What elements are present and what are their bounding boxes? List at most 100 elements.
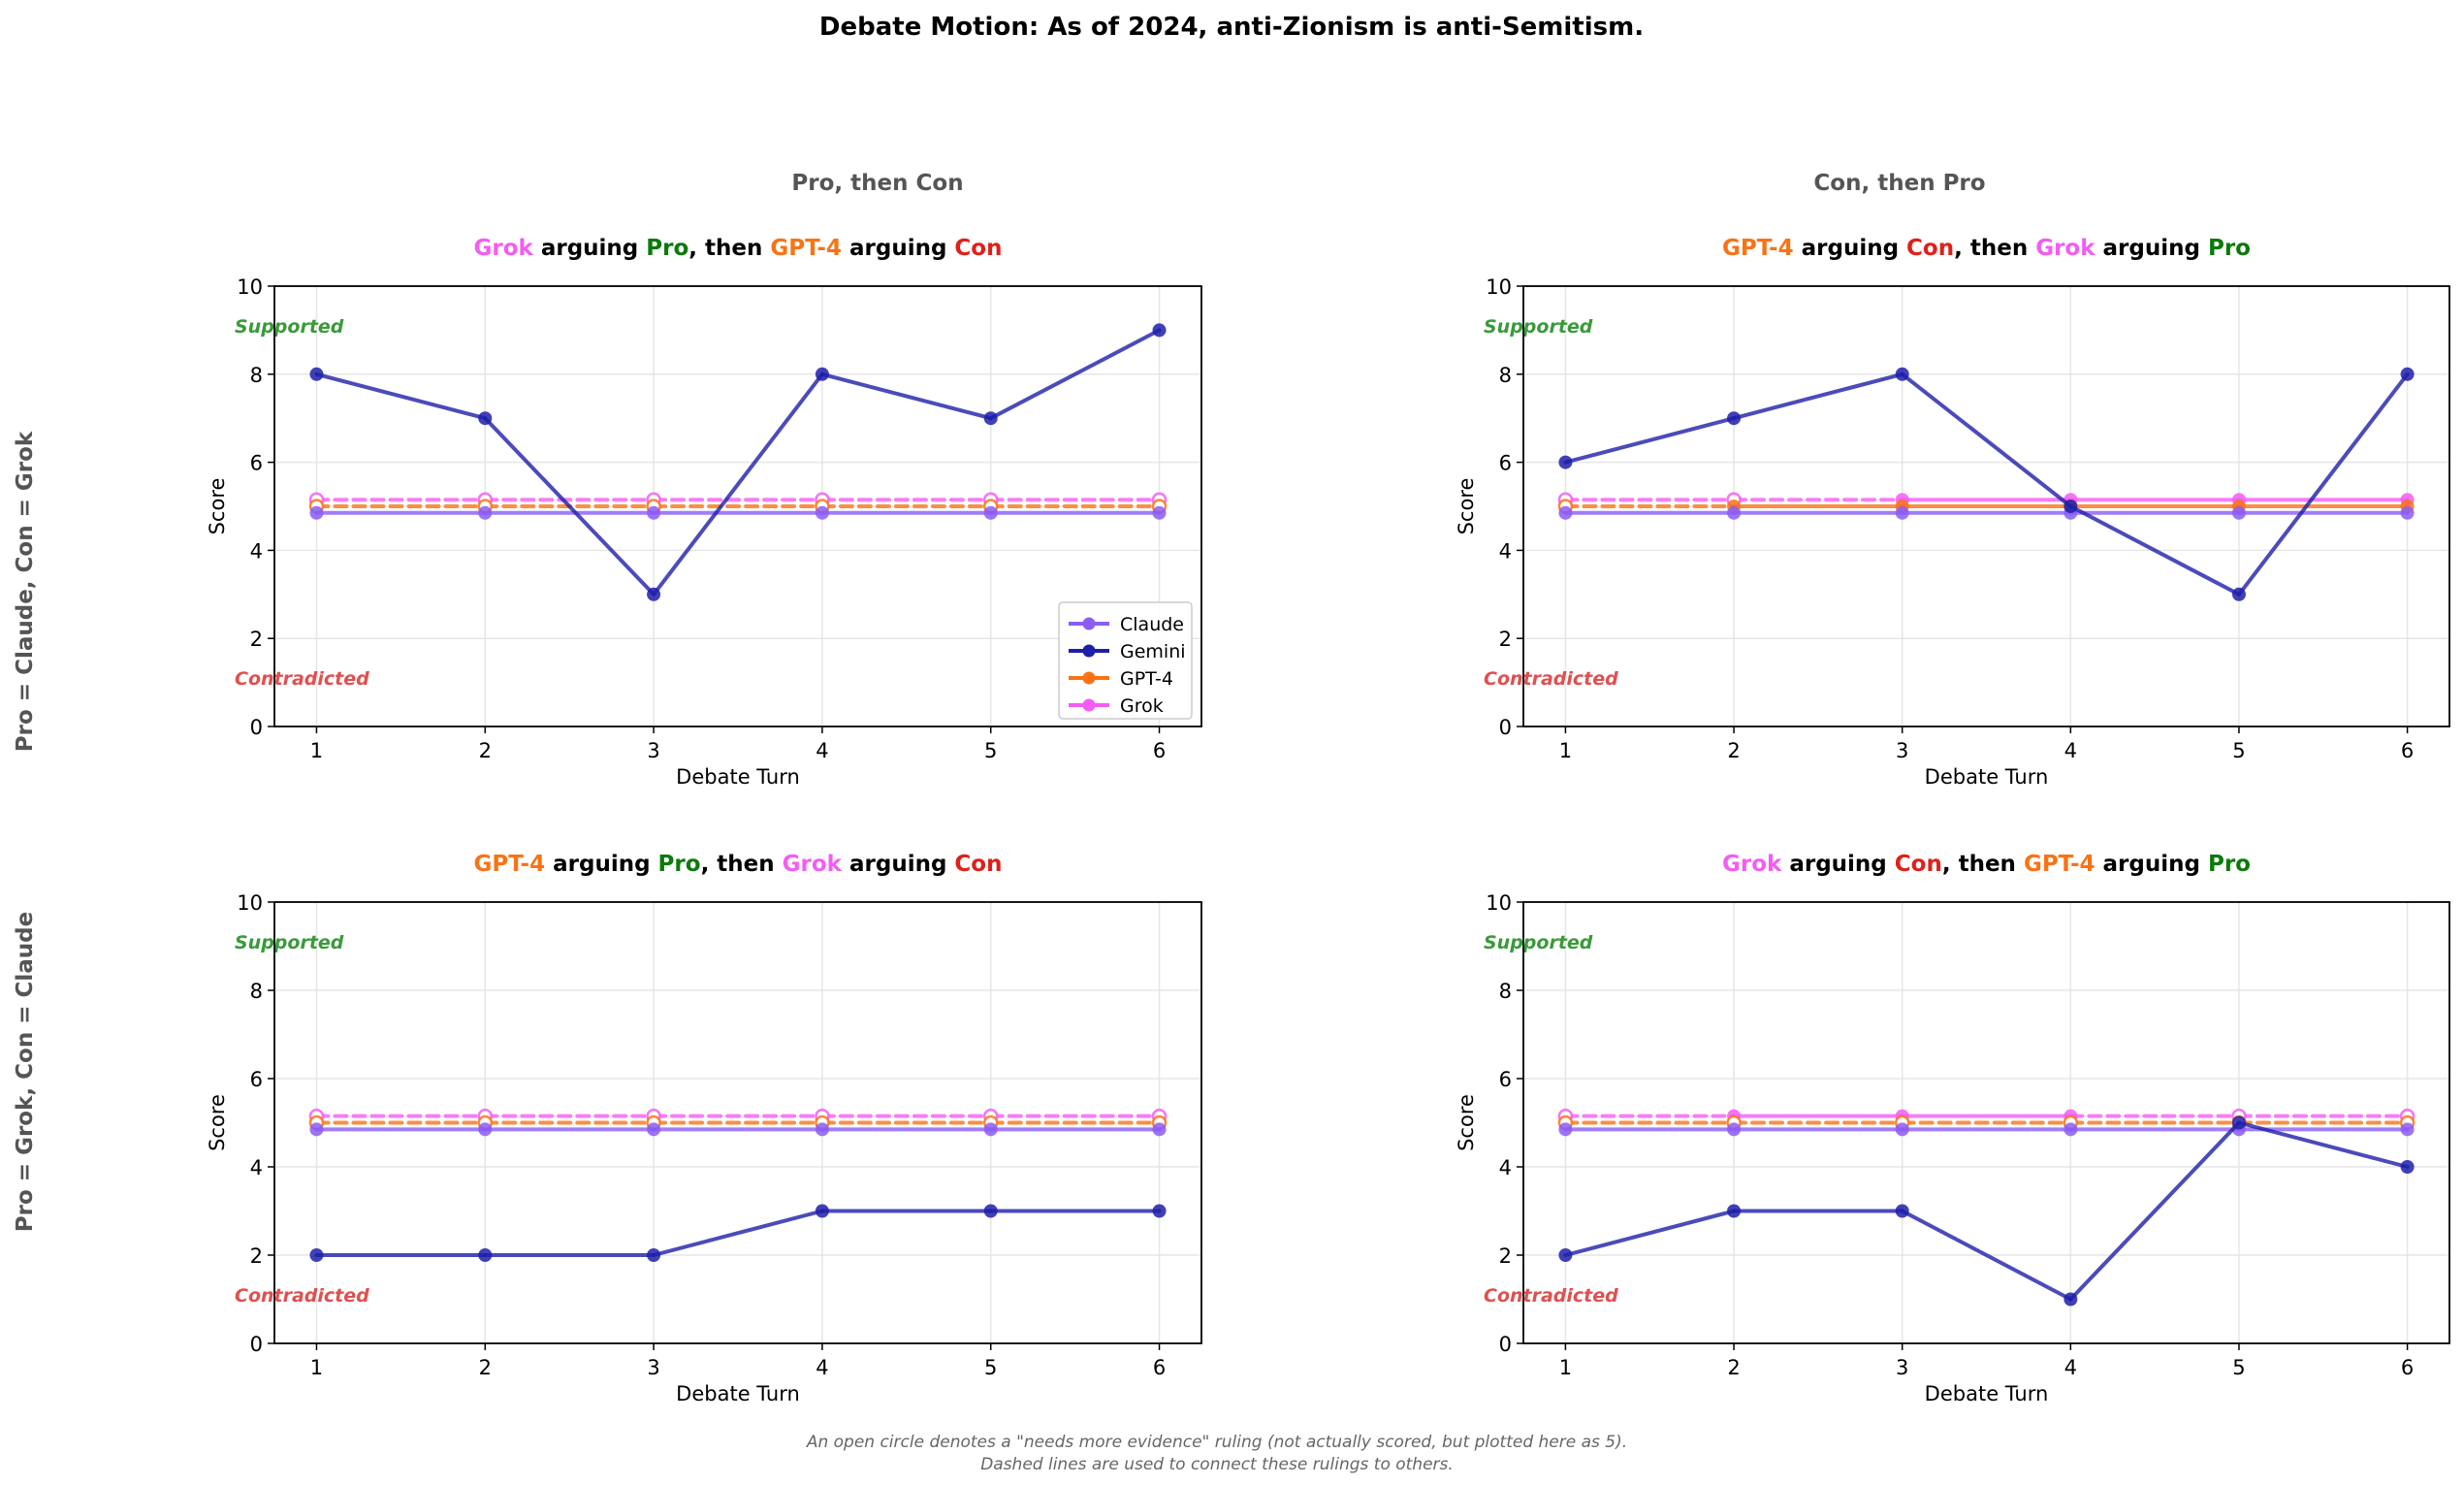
data-point [1727,505,1742,520]
column-header-left: Pro, then Con [791,171,963,196]
data-point [2064,1292,2078,1307]
subtitle-segment: Grok [1722,852,1782,877]
data-point [983,505,998,520]
subtitle-segment: Con [954,852,1002,877]
y-tick-label: 8 [1499,364,1512,387]
x-tick-label: 4 [816,739,828,762]
panel-subtitle: Grok arguing Pro, then GPT-4 arguing Con [474,236,1003,261]
axes-frame [273,285,1202,727]
contradicted-annotation: Contradicted [235,1285,369,1307]
supported-annotation: Supported [1484,316,1593,338]
data-point [1727,1122,1742,1137]
data-point [2400,367,2415,381]
subtitle-segment: , then [1954,236,2035,261]
data-point [2400,1160,2415,1174]
y-axis-label: Score [1455,478,1478,535]
subtitle-segment: arguing [2096,852,2208,877]
data-point [815,505,829,520]
data-point [647,587,661,601]
subtitle-segment: GPT-4 [770,236,842,261]
data-point [647,1122,661,1137]
data-point [2231,587,2246,601]
subtitle-segment: Pro [658,852,701,877]
data-point [815,367,829,381]
chart-panel-2: GPT-4 arguing Con, then Grok arguing Pro… [1455,236,2450,789]
subtitle-segment: arguing [1781,852,1894,877]
subtitle-segment: arguing [533,236,646,261]
subtitle-segment: Pro [2208,852,2251,877]
data-point [1558,505,1573,520]
data-point [478,411,493,426]
x-tick-label: 2 [1727,1356,1740,1379]
series-segment [2068,504,2241,597]
y-axis-label: Score [206,1094,229,1151]
y-tick-label: 10 [237,891,263,915]
y-tick-label: 0 [250,1333,263,1356]
x-tick-label: 3 [1896,1356,1908,1379]
y-tick-label: 10 [237,275,263,299]
y-tick-label: 2 [250,628,263,651]
chart-panel-3: GPT-4 arguing Pro, then Grok arguing Con… [206,852,1202,1405]
data-point [815,1122,829,1137]
series-gpt-4 [308,499,1168,514]
y-axis-label: Score [206,478,229,535]
axes-frame [1522,285,2450,727]
y-tick-label: 0 [1499,716,1512,739]
data-point [1152,323,1167,338]
series-segment [1900,1209,2073,1302]
x-tick-label: 2 [1727,739,1740,762]
series-grok [308,492,1168,507]
subtitle-segment: , then [701,852,783,877]
y-tick-label: 2 [1499,628,1512,651]
panel-subtitle: Grok arguing Con, then GPT-4 arguing Pro [1722,852,2251,877]
panel-subtitle: GPT-4 arguing Pro, then Grok arguing Con [474,852,1003,877]
subtitle-segment: Con [1906,236,1954,261]
y-axis-label: Score [1455,1094,1478,1151]
chart-panel-1: Grok arguing Pro, then GPT-4 arguing Con… [206,236,1202,789]
x-axis-label: Debate Turn [1925,1382,2049,1405]
series-gemini [1558,367,2415,601]
axes-frame [1522,901,2450,1344]
data-point [1558,1248,1573,1262]
figure-title: Debate Motion: As of 2024, anti-Zionism … [819,13,1644,42]
subtitle-segment: Grok [783,852,843,877]
subtitle-segment: Con [954,236,1002,261]
x-tick-label: 5 [984,1356,997,1379]
data-point [309,1122,324,1137]
chart-panel-4: Grok arguing Con, then GPT-4 arguing Pro… [1455,852,2450,1405]
x-axis-label: Debate Turn [676,765,800,789]
row-label-bottom: Pro = Grok, Con = Claude [13,912,38,1232]
data-point [1895,1122,1909,1137]
x-tick-label: 1 [310,1356,323,1379]
series-segment [1732,371,1904,421]
data-point [647,1248,661,1262]
data-point [1895,367,1909,381]
data-point [2231,505,2246,520]
legend-box [1058,601,1193,720]
subtitle-segment: arguing [842,852,954,877]
x-tick-label: 2 [479,1356,492,1379]
column-header-right: Con, then Pro [1813,171,1985,196]
data-point [2064,500,2078,513]
x-tick-label: 3 [647,739,659,762]
data-point [1558,455,1573,469]
series-segment [988,328,1162,421]
y-tick-label: 8 [250,364,263,387]
data-point [1152,505,1167,520]
x-tick-label: 2 [479,739,492,762]
panel-subtitle: GPT-4 arguing Con, then Grok arguing Pro [1722,236,2251,261]
x-tick-label: 1 [310,739,323,762]
x-tick-label: 5 [2232,739,2245,762]
series-segment [1563,1209,1737,1257]
data-point [983,1204,998,1218]
y-tick-label: 0 [1499,1333,1512,1356]
x-tick-label: 3 [647,1356,659,1379]
y-tick-label: 4 [250,539,263,563]
supported-annotation: Supported [235,932,344,953]
data-point [1727,411,1742,426]
legend-swatch-marker [1082,671,1096,685]
y-tick-label: 6 [250,1068,263,1091]
series-segment [314,371,488,421]
x-tick-label: 5 [2232,1356,2245,1379]
subtitle-segment: , then [688,236,770,261]
